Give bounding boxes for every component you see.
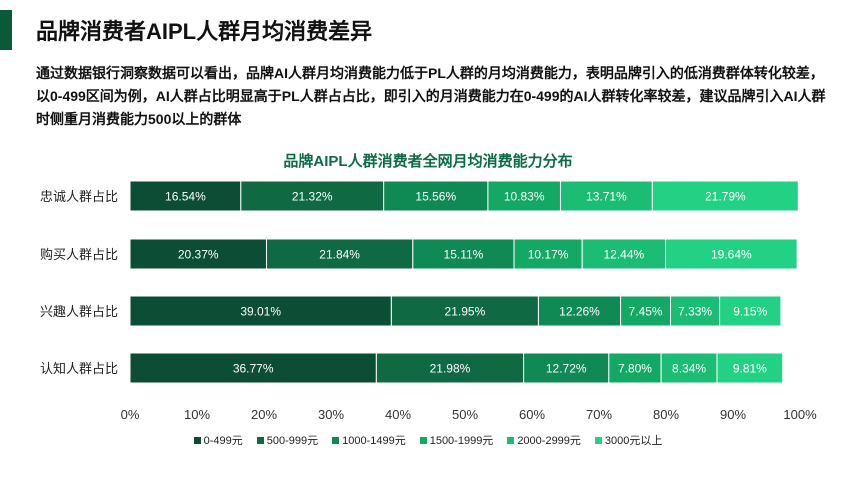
bar-segment bbox=[383, 180, 489, 212]
data-label: 21.95% bbox=[445, 305, 486, 319]
category-label: 忠诚人群占比 bbox=[40, 189, 118, 204]
x-tick-label: 20% bbox=[251, 407, 277, 422]
data-label: 20.37% bbox=[178, 248, 219, 262]
bar-segment bbox=[513, 238, 583, 270]
x-tick-label: 30% bbox=[318, 407, 344, 422]
x-tick-label: 90% bbox=[720, 407, 746, 422]
bar-segment bbox=[487, 180, 561, 212]
bar-segment bbox=[129, 352, 377, 384]
x-tick-label: 80% bbox=[653, 407, 679, 422]
legend-item: 1500-1999元 bbox=[419, 432, 494, 448]
data-label: 12.72% bbox=[546, 362, 587, 376]
data-label: 15.11% bbox=[444, 248, 484, 262]
bar-segment bbox=[716, 352, 784, 384]
bar-segment bbox=[608, 352, 662, 384]
bar-segment bbox=[240, 180, 385, 212]
category-label: 购买人群占比 bbox=[40, 247, 118, 262]
data-label: 7.80% bbox=[618, 362, 652, 376]
page-title: 品牌消费者AIPL人群月均消费差异 bbox=[36, 19, 373, 44]
bar-segment bbox=[390, 295, 539, 327]
data-label: 19.64% bbox=[711, 248, 752, 262]
data-label: 21.32% bbox=[292, 190, 333, 204]
data-label: 7.33% bbox=[678, 305, 712, 319]
legend-swatch bbox=[193, 436, 201, 444]
data-label: 8.34% bbox=[672, 362, 706, 376]
data-label: 21.98% bbox=[430, 362, 471, 376]
legend-label: 3000元以上 bbox=[604, 435, 663, 447]
legend-item: 0-499元 bbox=[193, 432, 243, 448]
data-label: 9.15% bbox=[733, 305, 767, 319]
data-label: 13.71% bbox=[586, 190, 627, 204]
bar-segment bbox=[620, 295, 671, 327]
data-label: 12.26% bbox=[559, 305, 600, 319]
bar-segment bbox=[375, 352, 525, 384]
legend-item: 3000元以上 bbox=[594, 432, 663, 448]
x-tick-label: 50% bbox=[452, 407, 478, 422]
bar-segment bbox=[537, 295, 622, 327]
chart-legend: 0-499元 500-999元 1000-1499元 1500-1999元 2000-2… bbox=[0, 432, 856, 448]
data-label: 10.17% bbox=[528, 248, 569, 262]
bar-segment bbox=[651, 180, 799, 212]
bar-segment bbox=[129, 180, 242, 212]
x-tick-label: 40% bbox=[385, 407, 411, 422]
bar-segment bbox=[559, 180, 653, 212]
legend-label: 500-999元 bbox=[266, 435, 319, 447]
legend-swatch bbox=[507, 436, 515, 444]
title-accent-bar bbox=[0, 10, 12, 50]
category-label: 认知人群占比 bbox=[40, 361, 118, 376]
data-label: 16.54% bbox=[165, 190, 206, 204]
legend-label: 2000-2999元 bbox=[517, 435, 581, 447]
description-text: 通过数据银行洞察数据可以看出，品牌AI人群月均消费能力低于PL人群的月均消费能力… bbox=[36, 65, 826, 127]
legend-swatch bbox=[594, 436, 602, 444]
legend-swatch bbox=[256, 436, 264, 444]
data-label: 21.79% bbox=[705, 190, 746, 204]
data-label: 9.81% bbox=[733, 362, 767, 376]
bar-segment bbox=[719, 295, 782, 327]
data-label: 10.83% bbox=[504, 190, 545, 204]
legend-item: 1000-1499元 bbox=[332, 432, 406, 448]
data-label: 21.84% bbox=[319, 248, 360, 262]
data-label: 39.01% bbox=[240, 305, 281, 319]
bar-segment bbox=[660, 352, 718, 384]
legend-label: 1500-1999元 bbox=[429, 435, 494, 447]
bar-segment bbox=[665, 238, 798, 270]
chart-title: 品牌AIPL人群消费者全网月均消费能力分布 bbox=[283, 153, 573, 170]
legend-item: 2000-2999元 bbox=[507, 432, 581, 448]
x-tick-label: 60% bbox=[519, 407, 545, 422]
stacked-bar-chart: 忠诚人群占比 16.54% 21.32% 15.56% 10.83% 13.71% 21.7… bbox=[40, 180, 817, 422]
legend-item: 500-999元 bbox=[256, 432, 319, 448]
x-tick-label: 100% bbox=[783, 407, 817, 422]
data-label: 12.44% bbox=[604, 248, 645, 262]
bar-segment bbox=[129, 295, 392, 327]
legend-label: 0-499元 bbox=[203, 435, 243, 447]
legend-swatch bbox=[332, 436, 340, 444]
legend-swatch bbox=[419, 436, 427, 444]
data-label: 36.77% bbox=[233, 362, 274, 376]
data-label: 15.56% bbox=[415, 190, 456, 204]
data-label: 7.45% bbox=[629, 305, 663, 319]
bar-segment bbox=[523, 352, 610, 384]
category-label: 兴趣人群占比 bbox=[40, 304, 118, 319]
x-tick-label: 70% bbox=[586, 407, 612, 422]
legend-label: 1000-1499元 bbox=[342, 435, 406, 447]
x-tick-label: 0% bbox=[121, 407, 140, 422]
bar-segment bbox=[265, 238, 414, 270]
x-tick-label: 10% bbox=[184, 407, 210, 422]
